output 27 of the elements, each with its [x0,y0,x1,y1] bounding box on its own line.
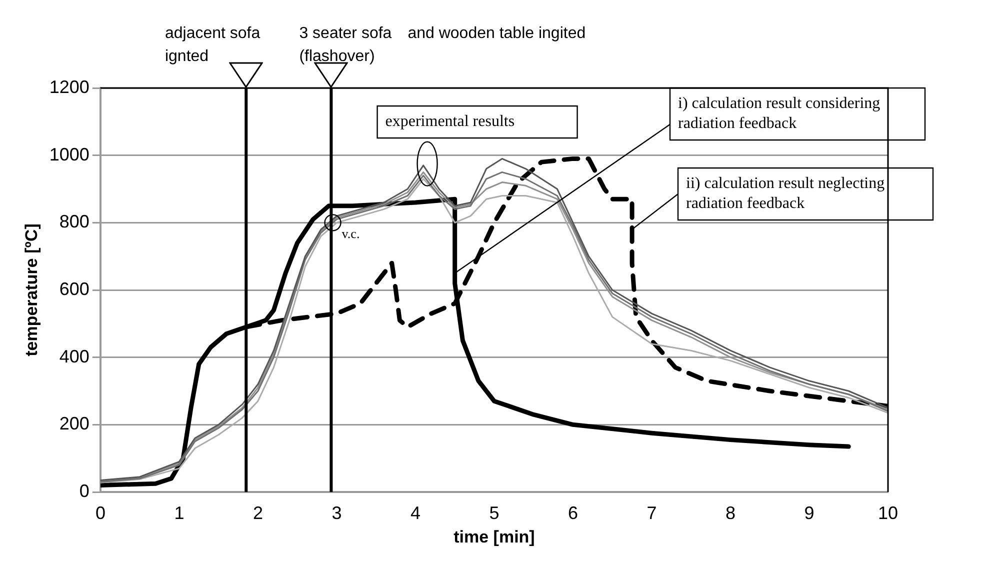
x-tick-label: 8 [725,502,736,523]
annotation: v.c. [342,226,360,242]
y-tick-label: 800 [59,212,90,232]
annotation: experimental results [385,113,515,130]
x-tick-label: 10 [878,502,898,523]
x-tick-label: 2 [252,502,263,523]
ref-line-label: 3 seater sofa (flashover) [299,25,392,65]
x-axis-title: time [min] [454,527,535,546]
y-tick-label: 200 [59,414,90,434]
x-tick-label: 3 [332,502,342,523]
text: and wooden table ingited [408,25,586,42]
y-axis-title: temperature [ºC] [22,224,41,356]
annotation: i) calculation result considering radiation feedback [678,95,880,132]
y-tick-label: 400 [59,346,90,366]
x-tick-label: 6 [568,502,578,523]
x-tick-label: 4 [410,502,420,523]
y-tick-label: 600 [59,278,90,299]
x-tick-label: 9 [804,502,814,523]
y-tick-label: 1000 [49,144,90,164]
annotation: ii) calculation result neglecting radiation feedback [686,175,885,212]
x-tick-label: 1 [174,502,184,523]
x-tick-label: 5 [489,502,500,523]
y-tick-label: 0 [79,480,90,501]
x-tick-label: 0 [95,502,106,523]
ref-line-label: adjacent sofa ignted [164,25,260,65]
x-tick-label: 7 [646,502,657,523]
y-tick-label: 1200 [49,76,90,97]
